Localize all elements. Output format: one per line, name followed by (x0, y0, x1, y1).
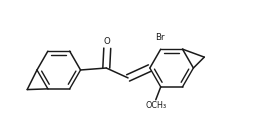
Text: O: O (104, 37, 111, 46)
Text: Br: Br (155, 33, 165, 42)
Text: OCH₃: OCH₃ (145, 101, 166, 110)
